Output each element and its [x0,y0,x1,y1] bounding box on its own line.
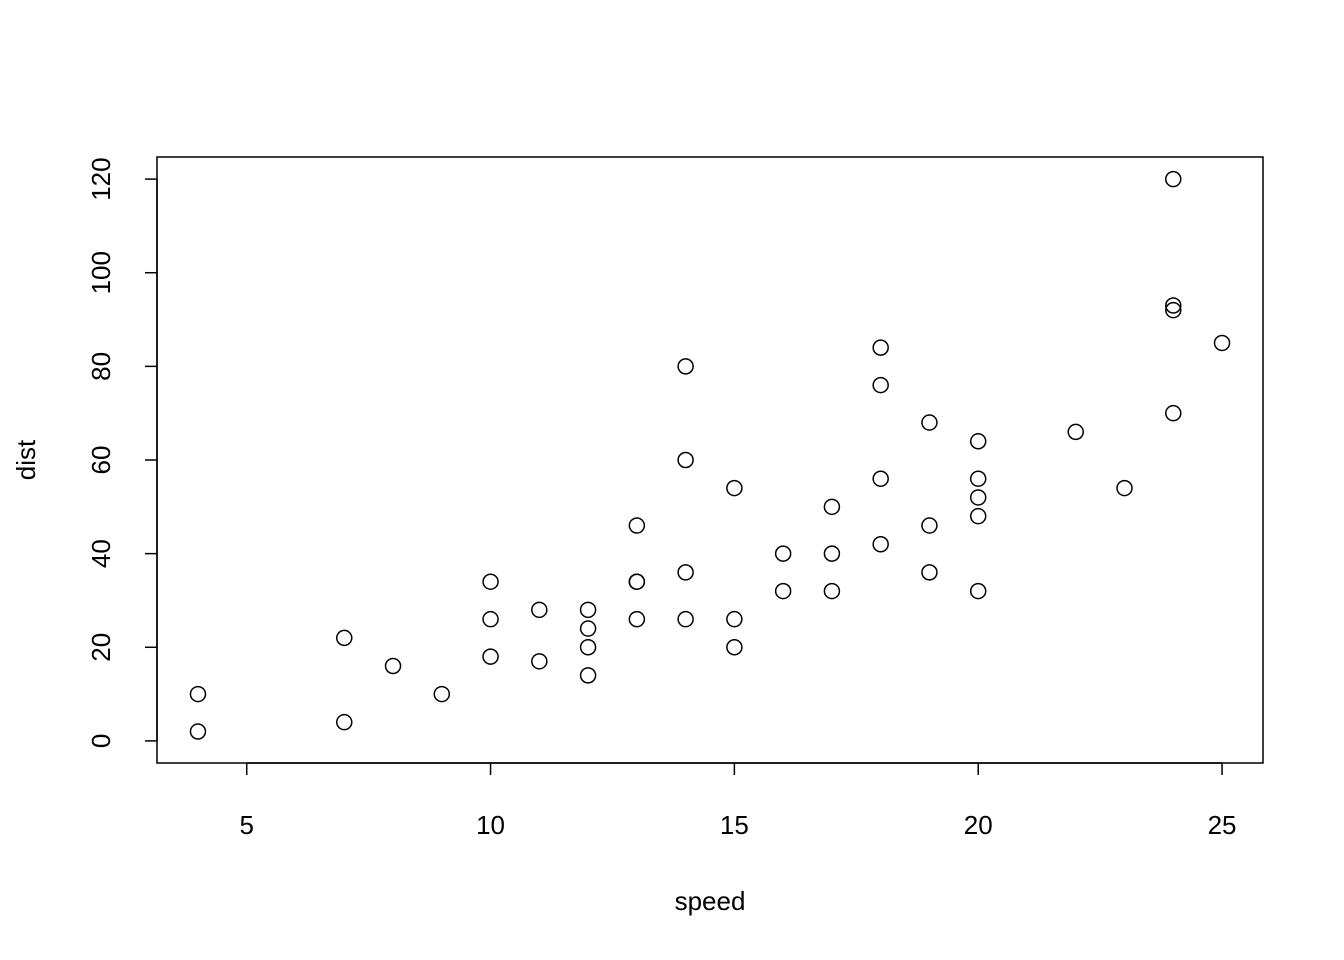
x-tick-label: 15 [720,810,749,840]
data-point [872,536,889,553]
data-point [921,414,938,431]
y-tick-label: 120 [86,157,116,200]
data-point [969,489,987,506]
data-point [531,653,548,670]
data-point [1116,479,1133,497]
data-point [482,610,499,628]
data-point [823,545,841,562]
data-point [677,610,694,628]
y-axis: 0 20 40 60 80 100 120 [86,157,158,748]
y-tick-label: 100 [86,251,116,294]
data-point [677,564,694,581]
x-tick-label: 10 [476,810,505,840]
data-point [1213,334,1231,352]
data-point [579,667,597,684]
data-point [433,685,451,703]
x-tick-label: 25 [1208,810,1237,840]
data-point [774,582,792,600]
plot-frame [156,156,1264,764]
y-tick-label: 80 [86,352,116,381]
data-point [336,713,353,731]
data-point [823,498,841,516]
data-point [969,582,987,600]
data-point [1067,423,1084,441]
x-tick-label: 5 [239,810,253,840]
data-point [774,545,792,562]
data-points [189,170,1231,740]
y-tick-label: 20 [86,633,116,662]
data-point [628,573,646,590]
data-point [531,601,548,619]
y-tick-label: 40 [86,539,116,568]
data-point [1165,170,1182,188]
data-point [336,629,353,647]
x-axis: 5 10 15 20 25 [239,762,1237,840]
data-point [921,517,938,534]
x-tick-label: 20 [964,810,993,840]
data-point [726,639,743,656]
data-point [189,723,207,740]
data-point [579,601,597,619]
data-point [726,610,743,628]
data-point [921,564,938,581]
data-point [726,479,743,497]
data-point [677,451,694,469]
y-tick-label: 0 [86,734,116,748]
data-point [628,610,646,628]
data-point [1165,404,1182,422]
data-point [1165,301,1182,319]
data-point [189,685,207,703]
data-point [482,648,499,665]
data-point [823,582,841,600]
data-point [872,339,889,356]
data-point [677,358,694,375]
data-point [969,433,987,450]
data-point [482,573,499,590]
x-axis-label: speed [675,886,746,916]
data-point [579,639,597,656]
data-point [384,657,402,675]
data-point [628,517,646,534]
data-point [579,620,597,637]
y-tick-label: 60 [86,446,116,475]
data-point [872,376,889,394]
data-point [872,470,889,487]
data-point [969,507,987,525]
data-point [1165,297,1182,314]
data-point [969,470,987,487]
y-axis-label: dist [11,439,41,480]
